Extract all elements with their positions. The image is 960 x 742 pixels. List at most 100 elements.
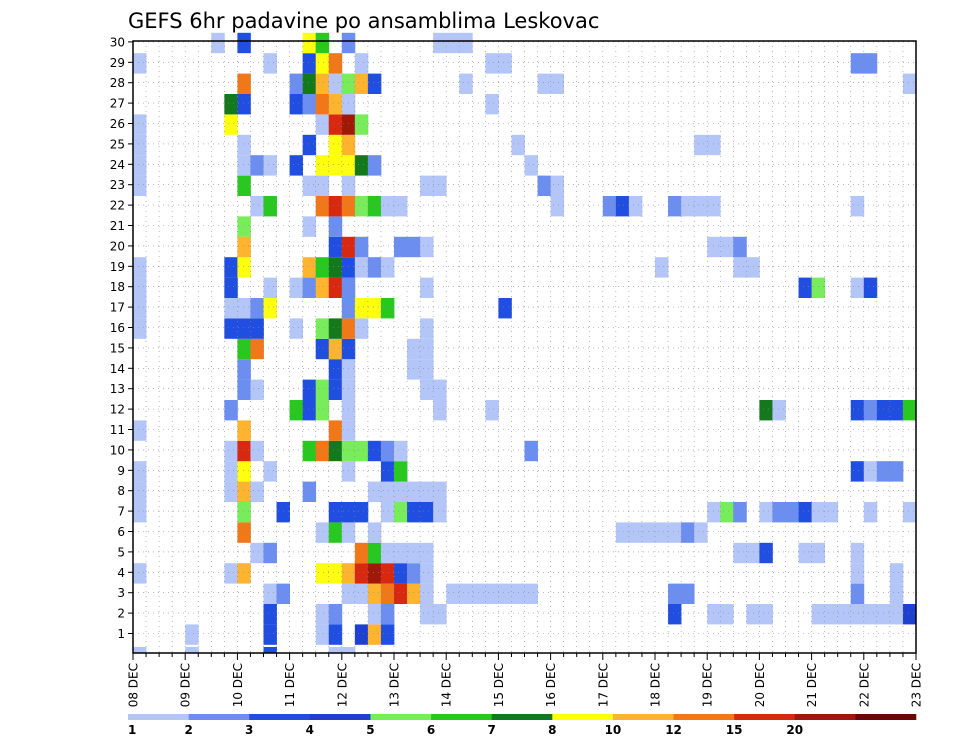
heatmap-cell	[354, 236, 369, 258]
heatmap-cell	[237, 134, 251, 156]
heatmap-cell	[498, 53, 512, 74]
heatmap-cell	[276, 583, 290, 604]
heatmap-cell	[250, 196, 264, 217]
heatmap-cell	[250, 440, 264, 462]
heatmap-cell	[133, 134, 147, 156]
heatmap-cell	[263, 604, 277, 625]
y-tick-label: 4	[117, 566, 125, 580]
heatmap-cell	[367, 440, 382, 462]
heatmap-cell	[315, 175, 330, 196]
heatmap-cell	[315, 32, 330, 54]
heatmap-cell	[367, 481, 382, 502]
y-tick-label: 15	[110, 341, 125, 355]
x-tick-label: 09 DEC	[179, 663, 193, 707]
heatmap-cell	[237, 379, 251, 400]
y-tick-label: 11	[110, 423, 125, 437]
plot-frame	[132, 40, 917, 654]
heatmap-cell	[537, 175, 551, 196]
heatmap-cell	[328, 379, 343, 400]
colorbar-label: 15	[726, 723, 743, 737]
y-tick-label: 14	[110, 362, 125, 376]
heatmap-cell	[250, 298, 264, 319]
grid-lines	[132, 41, 916, 653]
heatmap-cell	[224, 481, 238, 502]
heatmap-cell	[394, 196, 408, 217]
heatmap-cell	[380, 257, 395, 278]
heatmap-cell	[707, 236, 721, 258]
x-tick-label: 10 DEC	[231, 663, 245, 707]
heatmap-cell	[341, 338, 356, 360]
heatmap-cell	[446, 583, 460, 604]
heatmap-cell	[759, 400, 773, 421]
heatmap-cell	[850, 461, 865, 482]
heatmap-cell	[733, 236, 747, 258]
colorbar-label: 7	[488, 723, 496, 737]
heatmap-cell	[863, 53, 878, 74]
heatmap-cell	[185, 624, 199, 645]
y-tick-label: 22	[110, 199, 125, 213]
heatmap-cell	[380, 604, 395, 625]
colorbar-label: 5	[366, 723, 374, 737]
heatmap-cell	[837, 604, 852, 625]
x-tick-label: 13 DEC	[388, 663, 402, 707]
heatmap-cell	[133, 563, 147, 584]
x-tick-label: 17 DEC	[596, 663, 610, 707]
heatmap-cell	[380, 563, 395, 584]
heatmap-cell	[550, 73, 565, 94]
heatmap-cell	[694, 522, 708, 543]
heatmap-cell	[380, 502, 395, 523]
heatmap-cell	[341, 583, 356, 604]
heatmap-cell	[341, 175, 356, 196]
heatmap-cell	[367, 522, 382, 543]
heatmap-cell	[367, 257, 382, 278]
heatmap-cell	[485, 400, 499, 421]
heatmap-cell	[367, 624, 382, 645]
y-tick-label: 3	[117, 586, 125, 600]
colorbar-swatch	[431, 714, 492, 720]
heatmap-cell	[876, 400, 891, 421]
heatmap-cell	[237, 216, 251, 237]
heatmap-cell	[315, 73, 330, 94]
heatmap-cell	[341, 196, 356, 217]
heatmap-cell	[133, 53, 147, 74]
y-tick-label: 16	[110, 321, 125, 335]
heatmap-cell	[237, 420, 251, 441]
colorbar-swatch	[370, 714, 432, 720]
heatmap-cell	[328, 134, 343, 156]
heatmap-cell	[133, 298, 147, 319]
heatmap-cell	[133, 461, 147, 482]
heatmap-cell	[263, 53, 277, 74]
y-tick-label: 13	[110, 382, 125, 396]
heatmap-cell	[250, 318, 264, 339]
heatmap-cell	[459, 32, 473, 54]
heatmap-cell	[354, 196, 369, 217]
heatmap-cell	[341, 502, 356, 523]
heatmap-cell	[394, 481, 408, 502]
heatmap-cell	[276, 502, 290, 523]
y-tick-label: 20	[110, 239, 125, 253]
x-tick-label: 19 DEC	[701, 663, 715, 707]
heatmap-cell	[302, 379, 317, 400]
heatmap-cell	[133, 277, 147, 298]
heatmap-cell	[328, 647, 343, 653]
heatmap-cell	[237, 318, 251, 339]
colorbar-swatch	[249, 714, 311, 720]
heatmap-cell	[367, 298, 382, 319]
heatmap-cell	[720, 236, 734, 258]
heatmap-cell	[459, 583, 473, 604]
heatmap-cell	[720, 502, 734, 523]
y-tick-label: 18	[110, 280, 125, 294]
heatmap-cell	[133, 420, 147, 441]
heatmap-cell	[380, 481, 395, 502]
heatmap-cell	[328, 318, 343, 339]
heatmap-cell	[289, 277, 304, 298]
heatmap-cell	[550, 175, 565, 196]
heatmap-cell	[420, 542, 434, 564]
heatmap-cell	[224, 461, 238, 482]
heatmap-cell	[354, 563, 369, 584]
heatmap-cell	[328, 624, 343, 645]
heatmap-cell	[420, 481, 434, 502]
heatmap-cell	[420, 236, 434, 258]
heatmap-cell	[889, 604, 904, 625]
heatmap-cell	[433, 400, 447, 421]
